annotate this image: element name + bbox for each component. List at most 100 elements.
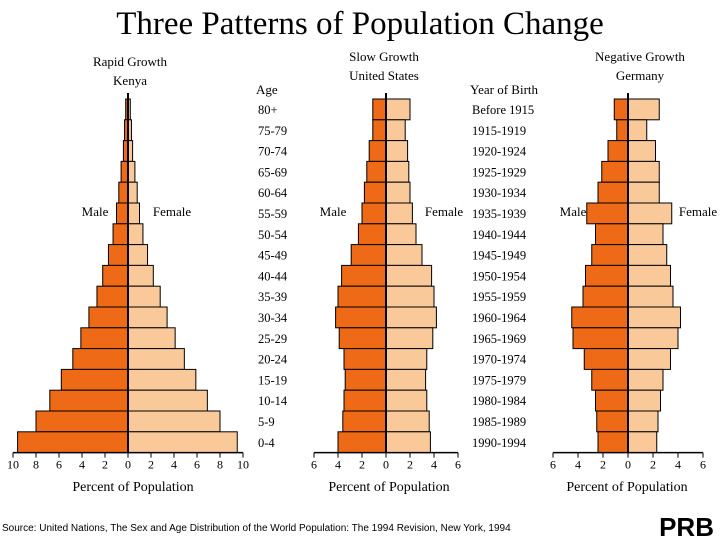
- pyramid-3-tick-label: 6: [700, 458, 706, 472]
- chart-title: Three Patterns of Population Change: [116, 6, 604, 42]
- pyramid-3-female-bar-5-9: [627, 410, 659, 433]
- pyramid-1-male-bar-65-69: [120, 160, 129, 183]
- pyramid-2-male-bar-20-24: [343, 348, 387, 370]
- pyramid-1-male-bar-25-29: [80, 327, 129, 350]
- age-label: 45-49: [258, 249, 287, 263]
- pyramid-3-tick-label: 2: [600, 458, 606, 472]
- pyramid-2-female-bar-35-39: [385, 285, 435, 308]
- pyramid-2-female-bar-0-4: [385, 431, 431, 454]
- pyramid-1-tick-label: 10: [7, 458, 19, 472]
- age-label: 65-69: [258, 165, 287, 179]
- age-label: 20-24: [258, 353, 288, 367]
- pyramid-2-male-bar-35-39: [337, 285, 387, 308]
- pyramid-3-female-bar-0-4: [627, 431, 658, 454]
- pyramid-2-male-bar-70-74: [368, 140, 387, 162]
- pyramid-2-title: Slow Growth: [349, 49, 419, 64]
- pyramid-2-male-bar-40-44: [341, 264, 387, 287]
- pyramid-3-male-bar-65-69: [601, 160, 629, 183]
- birth-year-label: 1975-1979: [472, 373, 526, 387]
- pyramid-1-male-bar-10-14: [49, 389, 129, 412]
- pyramid-1-male-bar-40-44: [102, 264, 129, 287]
- pyramid-1-male-bar-5-9: [35, 410, 129, 433]
- pyramid-2-male-bar-0-4: [337, 431, 387, 454]
- pyramid-2-male-label: Male: [320, 204, 347, 219]
- pyramid-3-male-bar-5-9: [596, 410, 629, 433]
- pyramid-2-female-bar-45-49: [385, 244, 423, 266]
- row-labels: 80+ 75-79 70-74 65-69 60-64 55-59 50-54 45-49 40…: [258, 103, 534, 450]
- pyramid-1-subtitle: Kenya: [113, 73, 147, 88]
- pyramid-3-male-bar-20-24: [583, 348, 629, 370]
- birth-year-label: 1935-1939: [472, 207, 526, 221]
- pyramid-2-male-bar-30-34: [335, 306, 387, 329]
- age-label: 35-39: [258, 290, 287, 304]
- pyramid-3-male-bar-80+: [613, 98, 629, 121]
- pyramid-1-tick-label: 6: [194, 458, 200, 472]
- pyramid-1-male-bar-45-49: [107, 244, 129, 266]
- pyramid-3-female-bar-25-29: [627, 327, 679, 350]
- pyramid-2-male-bar-25-29: [338, 327, 387, 350]
- pyramid-2-tick-label: 6: [455, 458, 461, 472]
- pyramid-3-female-bar-60-64: [627, 181, 660, 204]
- source-note: Source: United Nations, The Sex and Age …: [2, 523, 511, 534]
- age-label: 40-44: [258, 269, 288, 283]
- age-label: 5-9: [258, 415, 275, 429]
- pyramid-1-female-bar-65-69: [127, 160, 136, 183]
- pyramid-3-female-bar-75-79: [627, 119, 648, 142]
- pyramid-2-male-bar-75-79: [372, 119, 387, 142]
- pyramid-1-tick-label: 4: [171, 458, 177, 472]
- age-column-header: Age: [256, 82, 278, 97]
- birth-year-label: Before 1915: [472, 103, 534, 117]
- pyramid-1-female-bar-15-19: [127, 368, 197, 391]
- pyramid-3-male-bar-75-79: [616, 119, 629, 142]
- age-label: 30-34: [258, 311, 288, 325]
- pyramid-1-female-bar-45-49: [127, 244, 149, 266]
- pyramid-3-female-bar-35-39: [627, 285, 674, 308]
- birth-year-label: 1920-1924: [472, 145, 527, 159]
- pyramid-3-female-bar-80+: [627, 98, 660, 121]
- pyramid-3-male-bar-30-34: [571, 306, 629, 329]
- pyramid-2-tick-label: 2: [407, 458, 413, 472]
- pyramid-1-male-bar-30-34: [88, 306, 129, 329]
- pyramid-2-male-bar-80+: [372, 98, 387, 121]
- pyramid-1-tick-label: 6: [56, 458, 62, 472]
- age-label: 80+: [258, 103, 278, 117]
- pyramid-3-male-bar-10-14: [595, 389, 629, 412]
- pyramid-3-male-bar-60-64: [597, 181, 629, 204]
- pyramid-3-female-bar-10-14: [627, 389, 661, 412]
- birth-year-label: 1930-1934: [472, 186, 527, 200]
- pyramid-1-xlabel: Percent of Population: [72, 480, 193, 495]
- pyramid-1-female-bar-35-39: [127, 285, 161, 308]
- pyramid-1-female-label: Female: [153, 204, 191, 219]
- pyramid-2: [335, 93, 437, 454]
- pyramid-3-female-bar-70-74: [627, 140, 656, 162]
- age-label: 70-74: [258, 145, 288, 159]
- pyramid-3-tick-label: 2: [650, 458, 656, 472]
- pyramid-3-male-bar-50-54: [595, 223, 629, 246]
- pyramid-2-male-bar-55-59: [361, 202, 387, 225]
- pyramid-1-male-bar-15-19: [60, 368, 129, 391]
- pyramid-3-tick-label: 4: [675, 458, 681, 472]
- pyramid-1-tick-label: 0: [125, 458, 131, 472]
- pyramid-3-female-bar-65-69: [627, 160, 660, 183]
- pyramid-2-female-bar-30-34: [385, 306, 437, 329]
- birth-year-label: 1940-1944: [472, 228, 527, 242]
- pyramid-2-male-bar-50-54: [357, 223, 387, 246]
- birth-year-label: 1925-1929: [472, 165, 526, 179]
- pyramid-1-tick-label: 2: [148, 458, 154, 472]
- pyramid-2-female-label: Female: [425, 204, 463, 219]
- pyramid-1-female-bar-20-24: [127, 348, 185, 370]
- pyramid-1-female-bar-0-4: [127, 431, 238, 454]
- pyramid-3-male-bar-15-19: [591, 368, 629, 391]
- pyramid-2-female-bar-65-69: [385, 160, 410, 183]
- prb-logo-text: PRB: [659, 512, 714, 540]
- pyramid-2-male-bar-5-9: [342, 410, 387, 433]
- pyramid-1-tick-label: 2: [102, 458, 108, 472]
- pyramid-3-title: Negative Growth: [595, 49, 685, 64]
- pyramid-3-male-label: Male: [560, 204, 587, 219]
- pyramid-axes: 10 8 6 4 2 0 2 4 6 8 10 6 4 2 0 2 4 6 6 4 2 0 2 4 6: [7, 451, 706, 472]
- birth-year-label: 1980-1984: [472, 394, 527, 408]
- pyramid-1-title: Rapid Growth: [93, 54, 168, 69]
- pyramid-2-tick-label: 0: [383, 458, 389, 472]
- pyramid-3-female-bar-55-59: [627, 202, 673, 225]
- pyramid-2-female-bar-60-64: [385, 181, 411, 204]
